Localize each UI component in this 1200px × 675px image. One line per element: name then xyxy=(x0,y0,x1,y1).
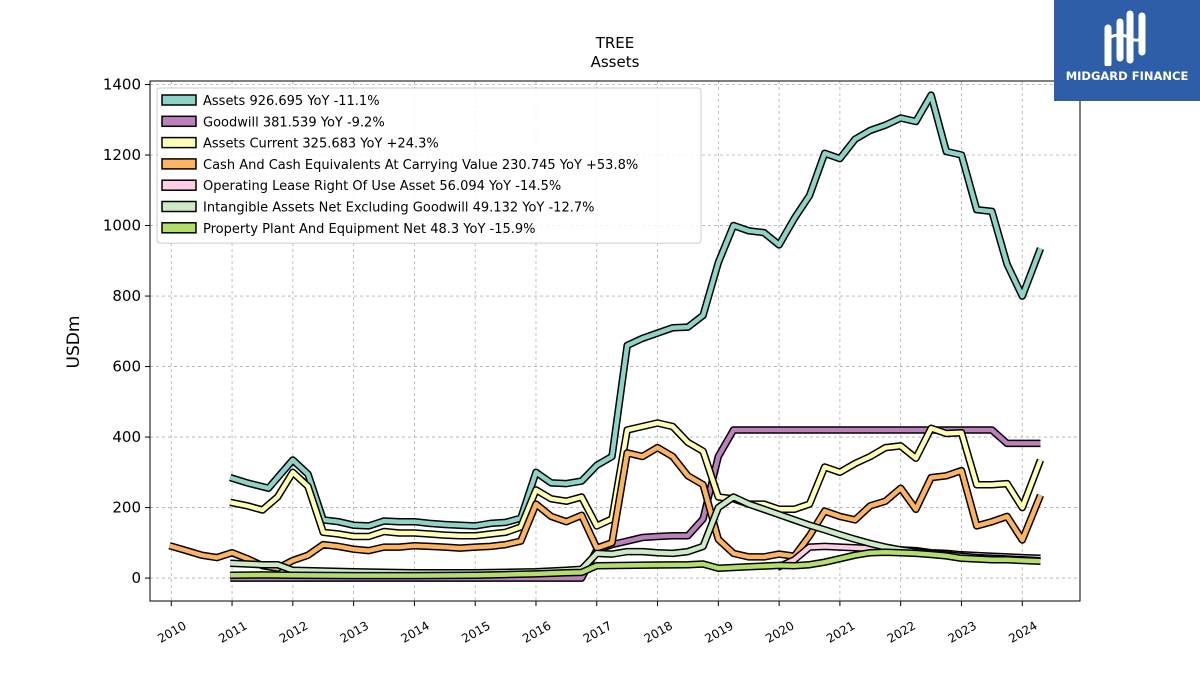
legend-entry: Intangible Assets Net Excluding Goodwill… xyxy=(203,201,594,216)
x-tick-label: 2024 xyxy=(1006,618,1039,645)
y-axis-ticks: 0 200 400 600 800 1000 1200 1400 xyxy=(103,76,150,587)
x-tick-label: 2021 xyxy=(824,618,857,645)
series-line xyxy=(230,550,1041,578)
x-tick-label: 2023 xyxy=(946,618,979,645)
legend-swatch xyxy=(161,222,197,234)
chart-subtitle: Assets xyxy=(591,53,640,71)
y-tick-label: 200 xyxy=(112,499,141,517)
legend: Assets 926.695 YoY -11.1% Goodwill 381.53… xyxy=(156,87,702,244)
y-tick-label: 1400 xyxy=(103,76,141,94)
y-tick-label: 600 xyxy=(112,358,141,376)
legend-swatch xyxy=(161,200,197,213)
x-tick-label: 2014 xyxy=(398,618,431,645)
x-tick-label: 2022 xyxy=(885,618,918,645)
x-tick-label: 2012 xyxy=(277,618,310,645)
y-tick-label: 400 xyxy=(112,428,141,446)
legend-entry: Property Plant And Equipment Net 48.3 Yo… xyxy=(203,222,536,237)
legend-entry: Assets Current 325.683 YoY +24.3% xyxy=(203,137,439,152)
legend-swatch xyxy=(161,94,197,106)
y-tick-label: 800 xyxy=(112,287,141,305)
x-tick-label: 2019 xyxy=(702,618,735,645)
legend-swatch xyxy=(161,136,197,149)
midgard-finance-logo: MIDGARD FINANCE xyxy=(1054,0,1200,101)
legend-entry: Assets 926.695 YoY -11.1% xyxy=(203,94,380,109)
x-tick-label: 2020 xyxy=(763,618,796,645)
legend-entry: Cash And Cash Equivalents At Carrying Va… xyxy=(203,158,638,173)
x-tick-label: 2015 xyxy=(459,618,492,645)
x-tick-label: 2013 xyxy=(338,618,371,645)
x-tick-label: 2016 xyxy=(520,618,553,645)
y-tick-label: 0 xyxy=(131,569,141,587)
x-tick-label: 2011 xyxy=(216,618,249,645)
series-lines xyxy=(168,91,1045,582)
legend-swatch xyxy=(161,158,197,170)
legend-entry: Operating Lease Right Of Use Asset 56.09… xyxy=(203,179,561,194)
legend-entry: Goodwill 381.539 YoY -9.2% xyxy=(203,115,385,130)
x-axis-ticks: 2010 2011 2012 2013 2014 2015 2016 2017 2018 2019… xyxy=(155,601,1040,646)
legend-swatch xyxy=(161,179,197,191)
series-line xyxy=(229,92,1043,529)
series-line xyxy=(168,445,1043,571)
logo-mark-icon xyxy=(1104,10,1146,66)
x-tick-label: 2010 xyxy=(155,618,188,645)
y-tick-label: 1200 xyxy=(103,146,141,164)
logo-text: MIDGARD FINANCE xyxy=(1065,69,1189,83)
legend-box xyxy=(156,87,702,244)
x-tick-label: 2018 xyxy=(642,618,675,645)
y-axis-label: USDm xyxy=(64,316,84,369)
series-line-outline xyxy=(229,419,1045,541)
y-tick-label: 1000 xyxy=(103,217,141,235)
chart-title: TREE xyxy=(595,34,635,52)
legend-swatch xyxy=(161,115,197,128)
plot-frame xyxy=(149,80,1081,602)
series-line xyxy=(229,420,1043,539)
x-tick-label: 2017 xyxy=(581,618,614,645)
